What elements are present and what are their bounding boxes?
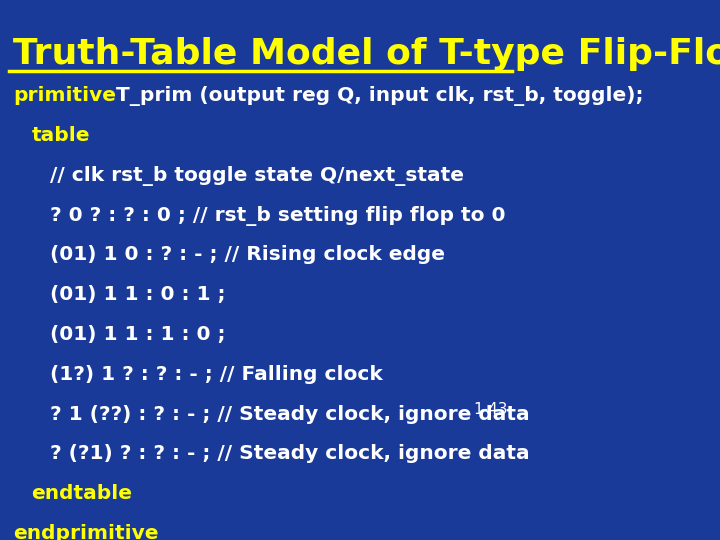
Text: (1?) 1 ? : ? : - ; // Falling clock: (1?) 1 ? : ? : - ; // Falling clock [50,365,382,384]
Text: (01) 1 0 : ? : - ; // Rising clock edge: (01) 1 0 : ? : - ; // Rising clock edge [50,245,444,265]
Text: ? 1 (??) : ? : - ; // Steady clock, ignore data: ? 1 (??) : ? : - ; // Steady clock, igno… [50,404,529,424]
Text: table: table [31,126,90,145]
Text: (01) 1 1 : 1 : 0 ;: (01) 1 1 : 1 : 0 ; [50,325,225,344]
Text: T_prim (output reg Q, input clk, rst_b, toggle);: T_prim (output reg Q, input clk, rst_b, … [109,86,644,106]
Text: 1-43: 1-43 [474,402,508,417]
Text: // clk rst_b toggle state Q/next_state: // clk rst_b toggle state Q/next_state [50,166,464,186]
Text: ? 0 ? : ? : 0 ; // rst_b setting flip flop to 0: ? 0 ? : ? : 0 ; // rst_b setting flip fl… [50,206,505,226]
Text: endprimitive: endprimitive [13,524,158,540]
Text: endtable: endtable [31,484,132,503]
Text: primitive: primitive [13,86,116,105]
Text: (01) 1 1 : 0 : 1 ;: (01) 1 1 : 0 : 1 ; [50,285,225,304]
Text: Truth-Table Model of T-type Flip-Flop: Truth-Table Model of T-type Flip-Flop [13,37,720,71]
Text: ? (?1) ? : ? : - ; // Steady clock, ignore data: ? (?1) ? : ? : - ; // Steady clock, igno… [50,444,529,463]
